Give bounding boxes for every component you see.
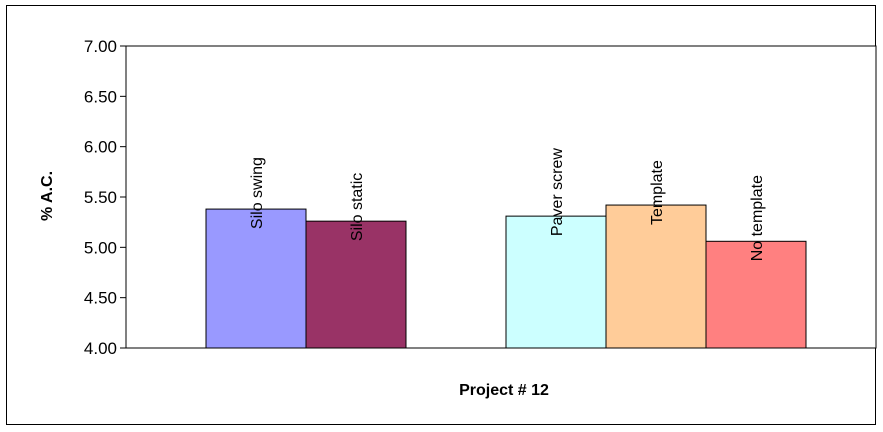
y-tick-label: 6.50 (84, 87, 117, 106)
bar-labels: Silo swing Silo static Paver screw Template… (249, 148, 766, 262)
y-tick-label: 4.50 (84, 289, 117, 308)
bar-data-label: Paver screw (549, 148, 566, 236)
bar-paver-screw (505, 215, 607, 349)
y-axis-title: % A.C. (39, 171, 56, 221)
y-tick-label: 4.00 (84, 339, 117, 358)
bar-data-label: Silo swing (249, 157, 266, 229)
y-tick-label: 5.50 (84, 188, 117, 207)
y-tick-label: 5.00 (84, 238, 117, 257)
y-axis: 4.00 4.50 5.00 5.50 6.00 6.50 7.00 (84, 37, 126, 358)
bar-data-label: Silo static (349, 173, 366, 241)
y-tick-label: 6.00 (84, 138, 117, 157)
bar-no-template (705, 240, 807, 349)
x-axis-title: Project # 12 (459, 382, 549, 399)
bar-series (205, 204, 807, 349)
bar-template (605, 204, 707, 349)
bar-data-label: Template (649, 160, 666, 225)
bar-silo-swing (205, 208, 307, 349)
bar-silo-static (305, 220, 407, 349)
bar-data-label: No template (749, 175, 766, 261)
y-tick-label: 7.00 (84, 37, 117, 56)
